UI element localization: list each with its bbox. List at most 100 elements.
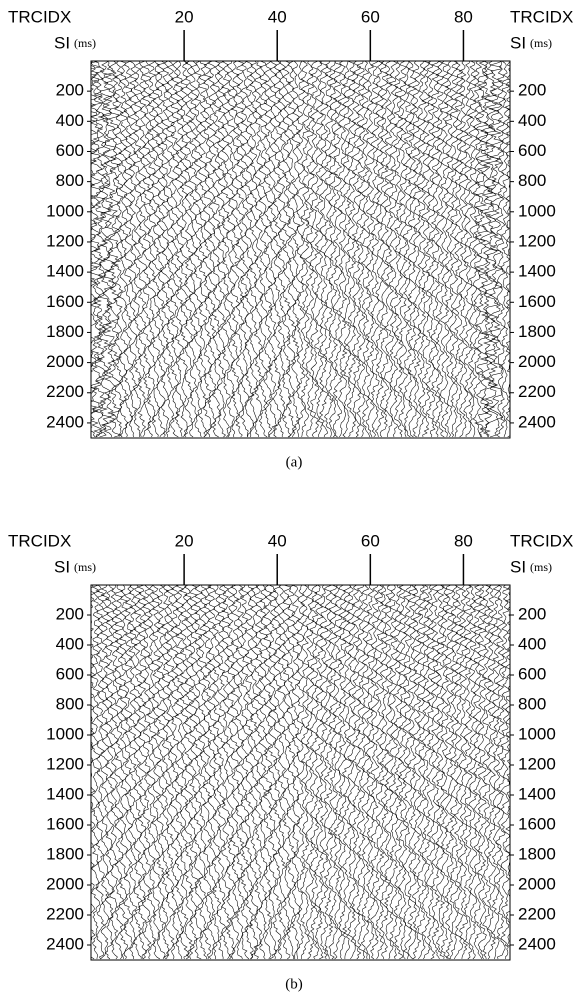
wiggle [202, 585, 213, 960]
y-tick-label: 2000 [46, 874, 84, 893]
y-tick-label: 2400 [518, 412, 556, 431]
wiggle [118, 61, 129, 438]
y-tick-label: 1600 [518, 814, 556, 833]
wiggle [314, 61, 324, 438]
y-tick-label: 2400 [46, 412, 84, 431]
wiggle [230, 61, 241, 438]
wiggle [449, 585, 459, 960]
x-tick-label: 40 [268, 531, 287, 550]
wiggle [430, 61, 441, 438]
y-tick-label: 1600 [46, 292, 84, 311]
wiggle [160, 61, 171, 438]
wiggle [101, 61, 117, 438]
wiggle [486, 585, 497, 960]
wiggle [495, 61, 506, 438]
wiggle [346, 585, 357, 960]
y-tick-label: 600 [518, 141, 546, 160]
wiggle [188, 61, 199, 438]
wiggle [113, 61, 124, 438]
wiggle [267, 585, 278, 960]
y-tick-label: 200 [518, 81, 546, 100]
wiggle [467, 61, 478, 438]
wiggle [142, 585, 152, 960]
wiggle [123, 585, 134, 960]
wiggle [267, 61, 278, 438]
y-tick-label: 2000 [518, 352, 556, 371]
y-tick-label: 1800 [518, 844, 556, 863]
wiggle [106, 61, 123, 438]
y-tick-label: 1800 [518, 322, 556, 341]
y-tick-label: 1400 [46, 262, 84, 281]
wiggle [146, 61, 157, 438]
y-axis-unit: (ms) [530, 560, 552, 574]
wiggle [402, 61, 413, 438]
wiggle [374, 61, 385, 438]
wiggle [323, 585, 334, 960]
wiggle [179, 585, 189, 960]
wiggle [379, 585, 390, 960]
wiggle [453, 61, 465, 438]
wiggle [132, 61, 143, 438]
wiggle [221, 585, 231, 960]
wiggle [488, 61, 504, 438]
y-tick-label: 1200 [46, 231, 84, 250]
wiggle [412, 585, 422, 960]
wiggle [379, 61, 390, 438]
wiggle [174, 585, 185, 960]
wiggle [281, 585, 292, 960]
wiggle [342, 585, 352, 959]
wiggle [118, 585, 129, 960]
x-axis-label: TRCIDX [510, 7, 573, 26]
y-tick-label: 400 [518, 634, 546, 653]
wiggle-traces [91, 585, 510, 960]
wiggle [407, 585, 418, 960]
wiggle [295, 585, 305, 960]
x-tick-label: 60 [361, 7, 380, 26]
wiggle [463, 585, 473, 960]
wiggle [211, 61, 222, 438]
y-axis-label: SI [510, 557, 526, 576]
wiggle [207, 585, 217, 960]
y-tick-label: 400 [518, 111, 546, 130]
wiggle [384, 61, 394, 438]
x-axis-label: TRCIDX [8, 7, 71, 26]
wiggle [370, 585, 380, 960]
wiggle [225, 585, 236, 960]
wiggle [398, 61, 408, 438]
wiggle [305, 585, 315, 960]
y-tick-label: 1400 [518, 784, 556, 803]
wiggle [296, 61, 306, 437]
wiggle [109, 585, 120, 960]
y-tick-label: 200 [518, 604, 546, 623]
wiggle [249, 585, 259, 960]
wiggle [206, 61, 217, 438]
wiggle [92, 61, 108, 438]
wiggle [170, 585, 180, 960]
y-tick-label: 600 [518, 664, 546, 683]
wiggle [435, 585, 446, 960]
wiggle [332, 61, 343, 438]
wiggle [319, 585, 329, 960]
caption: (b) [285, 976, 303, 992]
wiggle [505, 61, 510, 438]
wiggle [500, 61, 510, 438]
wiggle [114, 585, 124, 960]
x-tick-label: 20 [175, 531, 194, 550]
wiggle [258, 585, 268, 960]
wiggle [253, 585, 264, 960]
y-axis-label: SI [54, 33, 70, 52]
wiggle [226, 61, 236, 438]
wiggle [309, 585, 320, 960]
wiggle [402, 585, 413, 960]
wiggle [472, 585, 483, 960]
y-tick-label: 2200 [46, 904, 84, 923]
wiggle [104, 585, 115, 960]
y-tick-label: 2000 [518, 874, 556, 893]
wiggle [300, 585, 310, 960]
wiggle [309, 61, 320, 438]
y-tick-label: 2200 [46, 382, 84, 401]
wiggle [197, 61, 208, 438]
y-tick-label: 800 [518, 694, 546, 713]
wiggle [463, 61, 474, 438]
wiggle [277, 61, 287, 437]
